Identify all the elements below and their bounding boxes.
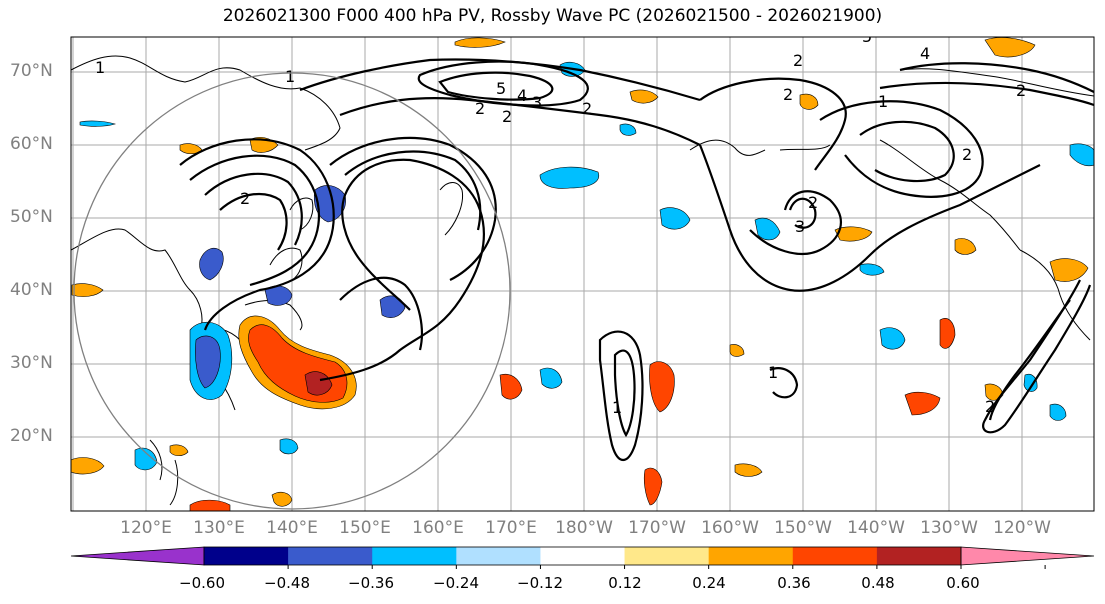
colorbar-swatch [456, 547, 541, 565]
contour-label: 4 [517, 86, 527, 105]
contour-label: 2 [808, 193, 818, 212]
contour-label: 3 [532, 93, 542, 112]
lat-label: 40°N [10, 280, 53, 300]
pv-contour-labels: 1 1 1 2 2 2 2 2 2 2 2 2 3 3 4 4 5 5 1 1 … [95, 27, 1026, 417]
colorbar-swatch [372, 547, 457, 565]
lat-label: 70°N [10, 61, 53, 81]
lon-label: 130°E [193, 518, 245, 538]
lon-label: 160°E [412, 518, 464, 538]
lon-label: 130°W [920, 518, 978, 538]
contour-label: 1 [768, 363, 778, 382]
colorbar-tick-label: 0.24 [692, 574, 726, 592]
region-circle [73, 72, 511, 510]
colorbar-swatch [288, 547, 373, 565]
contour-label: 2 [1016, 81, 1026, 100]
colorbar-swatch [540, 547, 626, 565]
colorbar-tick-label: −0.60 [179, 574, 225, 592]
contour-label: 2 [783, 85, 793, 104]
colorbar-tick-label: −0.36 [348, 574, 394, 592]
contour-label: 3 [795, 217, 805, 236]
contour-label: 4 [920, 44, 930, 63]
colorbar-swatch [204, 547, 289, 565]
colorbar-tick-label: 0.36 [777, 574, 811, 592]
pv-contours [179, 58, 1094, 462]
contour-label: 2 [502, 107, 512, 126]
lon-label: 150°E [339, 518, 391, 538]
lon-label: 140°W [847, 518, 905, 538]
lat-label: 20°N [10, 426, 53, 446]
map-background [71, 37, 1094, 511]
map-frame [70, 36, 1095, 512]
pv-anomaly-positive [71, 37, 1089, 511]
contour-label: 2 [582, 99, 592, 118]
contour-label: 1 [878, 92, 888, 111]
colorbar-tick-label: −0.24 [433, 574, 479, 592]
colorbar-tick-label: −0.12 [517, 574, 563, 592]
colorbar-tick-label: 0.48 [861, 574, 895, 592]
contour-label: 1 [285, 67, 295, 86]
lat-label: 50°N [10, 207, 53, 227]
lon-label: 170°E [485, 518, 537, 538]
lon-label: 170°W [628, 518, 686, 538]
contour-label: 5 [496, 79, 506, 98]
lon-label: 150°W [774, 518, 832, 538]
pv-anomaly-negative [79, 61, 1094, 471]
lon-label: 160°W [701, 518, 759, 538]
colorbar-swatch [876, 547, 962, 565]
contour-label: 5 [862, 27, 872, 46]
lon-label: 180°W [555, 518, 613, 538]
contour-label: 2 [793, 51, 803, 70]
contour-label: 2 [985, 397, 995, 416]
contour-label: 1 [612, 398, 622, 417]
lon-label: 120°W [993, 518, 1051, 538]
lon-label: 120°E [120, 518, 172, 538]
colorbar-tick-label: 0.12 [608, 574, 642, 592]
colorbar-swatch [624, 547, 710, 565]
colorbar-min-arrow [70, 546, 205, 566]
contour-label: 2 [240, 189, 250, 208]
contour-label: 2 [475, 99, 485, 118]
colorbar-max-arrow [960, 546, 1095, 566]
lon-label: 140°E [266, 518, 318, 538]
contour-label: 2 [962, 145, 972, 164]
lat-label: 60°N [10, 134, 53, 154]
contour-label: 1 [95, 58, 105, 77]
colorbar-tick-label: 0.60 [946, 574, 980, 592]
colorbar-swatch [708, 547, 794, 565]
colorbar-tick-label: −0.48 [264, 574, 310, 592]
lat-label: 30°N [10, 353, 53, 373]
colorbar-outline [203, 546, 962, 566]
colorbar-swatch [792, 547, 878, 565]
colorbar [70, 546, 1095, 569]
chart-title: 2026021300 F000 400 hPa PV, Rossby Wave … [222, 6, 883, 26]
